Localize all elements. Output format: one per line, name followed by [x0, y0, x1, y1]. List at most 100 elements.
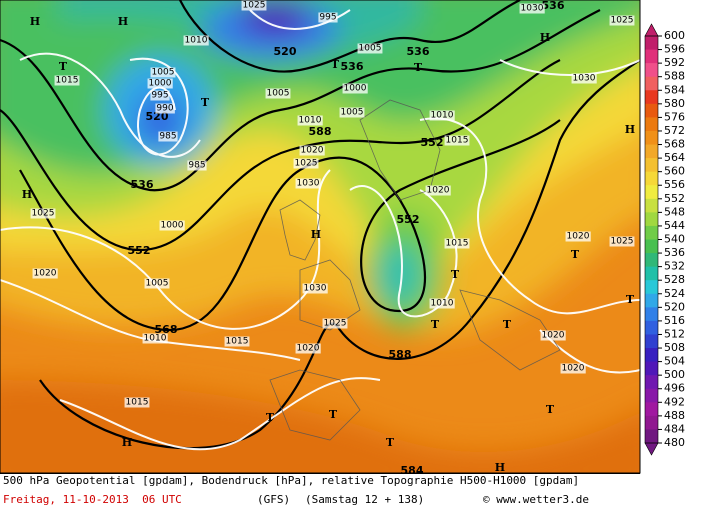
colorbar-swatch: [645, 171, 658, 186]
map-label-bg: [295, 178, 321, 189]
map-label: 552: [397, 213, 420, 226]
map-label: 1030: [297, 179, 320, 189]
map-label: 588: [309, 125, 332, 138]
colorbar-swatch: [645, 266, 658, 281]
map-label: T: [503, 318, 512, 331]
map-label: T: [451, 268, 460, 281]
colorbar-swatch: [645, 185, 658, 200]
colorbar-label: 516: [664, 314, 685, 327]
colorbar-label: 576: [664, 110, 685, 123]
map-label: 990: [156, 104, 173, 114]
colorbar-swatch: [645, 307, 658, 322]
map-label: T: [331, 58, 340, 71]
colorbar-label: 560: [664, 165, 685, 178]
colorbar-swatch: [645, 212, 658, 227]
map-label-bg: [54, 75, 80, 86]
map-label-bg: [158, 131, 178, 142]
map-label: 1030: [573, 74, 596, 84]
map-label: 1005: [341, 108, 364, 118]
map-label-bg: [150, 67, 176, 78]
colorbar-swatch: [645, 402, 658, 417]
map-label: 985: [159, 132, 176, 142]
colorbar-label: 580: [664, 97, 685, 110]
map-label-bg: [339, 107, 365, 118]
colorbar-swatch: [645, 158, 658, 173]
colorbar-label: 588: [664, 70, 685, 83]
map-label: 1025: [611, 237, 634, 247]
map-label-bg: [342, 83, 368, 94]
colorbar-label: 548: [664, 205, 685, 218]
map-label: 1015: [446, 239, 469, 249]
colorbar-label: 600: [664, 29, 685, 42]
map-label: T: [414, 61, 423, 74]
footer-model: (GFS): [257, 493, 290, 506]
colorbar-label: 556: [664, 178, 685, 191]
map-label-bg: [425, 185, 451, 196]
colorbar-swatch: [645, 320, 658, 335]
colorbar-swatch: [645, 334, 658, 349]
footer-forecast: (Samstag 12 + 138): [305, 493, 424, 506]
colorbar-label: 532: [664, 260, 685, 273]
map-label-bg: [142, 333, 168, 344]
map-label-bg: [609, 236, 635, 247]
map-label-bg: [429, 298, 455, 309]
colorbar-label: 480: [664, 436, 685, 449]
colorbar-swatch: [645, 90, 658, 105]
map-label: 1010: [431, 111, 454, 121]
map-label: 536: [542, 0, 565, 12]
colorbar-swatch: [645, 130, 658, 146]
colorbar-label: 592: [664, 56, 685, 69]
map-label: H: [30, 15, 40, 28]
map-label: 588: [389, 348, 412, 361]
map-label: H: [311, 228, 321, 241]
map-label-bg: [540, 330, 566, 341]
colorbar-swatch: [645, 375, 658, 390]
map-label: 1020: [567, 232, 590, 242]
map-label-bg: [32, 268, 58, 279]
map-label: 568: [155, 323, 178, 336]
colorbar-label: 544: [664, 219, 685, 232]
map-label: 1030: [304, 284, 327, 294]
map-label: 1025: [32, 209, 55, 219]
map-label-bg: [299, 145, 325, 156]
map-label: T: [386, 436, 395, 449]
map-label: H: [625, 123, 635, 136]
map-label: 1005: [359, 44, 382, 54]
map-label: 1000: [149, 79, 172, 89]
map-label: 995: [319, 13, 336, 23]
map-label: H: [22, 188, 32, 201]
colorbar-swatch: [645, 253, 658, 268]
map-label-bg: [30, 208, 56, 219]
colorbar-label: 524: [664, 287, 685, 300]
map-label: T: [59, 60, 68, 73]
map-label: H: [540, 31, 550, 44]
map-label: 584: [401, 464, 424, 477]
map-label: 1020: [542, 331, 565, 341]
map-label: T: [329, 408, 338, 421]
footer-description: 500 hPa Geopotential [gpdam], Bodendruck…: [3, 474, 579, 487]
colorbar-label: 528: [664, 273, 685, 286]
map-label-bg: [318, 12, 338, 23]
map-label: 552: [128, 244, 151, 257]
colorbar-label: 564: [664, 151, 685, 164]
map-label: 1010: [299, 116, 322, 126]
map-label-bg: [295, 343, 321, 354]
map-label-bg: [241, 0, 267, 11]
colorbar-swatch: [645, 49, 658, 64]
map-label: 1015: [126, 398, 149, 408]
map-label: 536: [131, 178, 154, 191]
colorbar-label: 584: [664, 83, 685, 96]
map-label: H: [122, 436, 132, 449]
map-label: 1020: [301, 146, 324, 156]
map-label: 1000: [161, 221, 184, 231]
colorbar-label: 492: [664, 395, 685, 408]
map-label-bg: [302, 283, 328, 294]
map-label-bg: [159, 220, 185, 231]
map-label-bg: [322, 318, 348, 329]
map-label: 1000: [344, 84, 367, 94]
map-label: 1010: [144, 334, 167, 344]
map-label: 1015: [56, 76, 79, 86]
map-label: 520: [274, 45, 297, 58]
map-label-bg: [144, 278, 170, 289]
